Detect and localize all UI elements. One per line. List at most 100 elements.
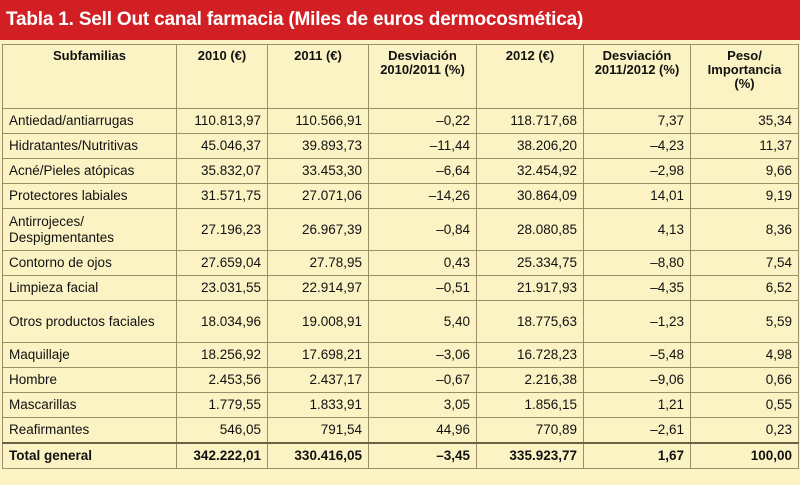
table-cell: –8,80 [583, 250, 691, 276]
total-cell: 330.416,05 [267, 442, 369, 469]
total-cell: –3,45 [368, 442, 477, 469]
table-cell: 16.728,23 [476, 342, 584, 368]
table-row: Protectores labiales 31.571,75 27.071,06… [2, 183, 799, 209]
table-cell: 18.775,63 [476, 300, 584, 343]
table-cell: 4,13 [583, 208, 691, 251]
row-label: Hidratantes/Nutritivas [2, 133, 177, 159]
table-row: Reafirmantes 546,05 791,54 44,96 770,89 … [2, 417, 799, 444]
table-cell: –14,26 [368, 183, 477, 209]
sell-out-table: Subfamilias 2010 (€) 2011 (€) Desviación… [2, 44, 799, 469]
table-cell: 2.216,38 [476, 367, 584, 393]
row-label: Otros productos faciales [2, 300, 177, 343]
table-cell: 39.893,73 [267, 133, 369, 159]
total-cell: 1,67 [583, 442, 691, 469]
table-cell: 8,36 [690, 208, 799, 251]
table-cell: 28.080,85 [476, 208, 584, 251]
table-cell: 18.256,92 [176, 342, 268, 368]
table-cell: 11,37 [690, 133, 799, 159]
table-cell: –0,67 [368, 367, 477, 393]
table-cell: 110.813,97 [176, 108, 268, 134]
column-header: Subfamilias [2, 44, 177, 109]
row-label: Protectores labiales [2, 183, 177, 209]
table-cell: 27.78,95 [267, 250, 369, 276]
table-row: Hombre 2.453,56 2.437,17 –0,67 2.216,38 … [2, 367, 799, 393]
table-cell: 19.008,91 [267, 300, 369, 343]
table-cell: 9,19 [690, 183, 799, 209]
table-cell: –1,23 [583, 300, 691, 343]
total-cell: 335.923,77 [476, 442, 584, 469]
table-cell: 26.967,39 [267, 208, 369, 251]
header-row: Subfamilias 2010 (€) 2011 (€) Desviación… [2, 44, 799, 109]
table-cell: 32.454,92 [476, 158, 584, 184]
row-label: Acné/Pieles atópicas [2, 158, 177, 184]
table-cell: 45.046,37 [176, 133, 268, 159]
table-cell: 27.071,06 [267, 183, 369, 209]
table-cell: 35,34 [690, 108, 799, 134]
table-cell: 110.566,91 [267, 108, 369, 134]
table-title: Tabla 1. Sell Out canal farmacia (Miles … [0, 0, 800, 40]
table-cell: –4,23 [583, 133, 691, 159]
table-cell: 35.832,07 [176, 158, 268, 184]
table-cell: 2.453,56 [176, 367, 268, 393]
table-cell: 23.031,55 [176, 275, 268, 301]
row-label: Mascarillas [2, 392, 177, 418]
column-header: 2010 (€) [176, 44, 268, 109]
table-cell: 21.917,93 [476, 275, 584, 301]
table-cell: 44,96 [368, 417, 477, 444]
column-header-text: Desviación 2010/2011 (%) [380, 48, 465, 77]
table-cell: 0,23 [690, 417, 799, 444]
table-row: Hidratantes/Nutritivas 45.046,37 39.893,… [2, 133, 799, 159]
table-cell: –4,35 [583, 275, 691, 301]
table-cell: 1,21 [583, 392, 691, 418]
table-row: Antirrojeces/ Despigmentantes 27.196,23 … [2, 208, 799, 251]
table-cell: –2,98 [583, 158, 691, 184]
table-row: Acné/Pieles atópicas 35.832,07 33.453,30… [2, 158, 799, 184]
column-header: 2012 (€) [476, 44, 584, 109]
table-cell: 30.864,09 [476, 183, 584, 209]
table-cell: 0,43 [368, 250, 477, 276]
table-cell: 5,40 [368, 300, 477, 343]
table-cell: –6,64 [368, 158, 477, 184]
total-cell: 100,00 [690, 442, 799, 469]
table-cell: 546,05 [176, 417, 268, 444]
table-cell: 7,37 [583, 108, 691, 134]
table-cell: 0,55 [690, 392, 799, 418]
table-cell: 1.856,15 [476, 392, 584, 418]
column-header-text: Subfamilias [53, 48, 126, 63]
table-cell: 38.206,20 [476, 133, 584, 159]
column-header: Desviación 2010/2011 (%) [368, 44, 477, 109]
table-cell: 2.437,17 [267, 367, 369, 393]
row-label: Hombre [2, 367, 177, 393]
row-label: Antiedad/antiarrugas [2, 108, 177, 134]
table-row: Maquillaje 18.256,92 17.698,21 –3,06 16.… [2, 342, 799, 368]
column-header-text: 2010 (€) [197, 48, 247, 63]
table-row: Contorno de ojos 27.659,04 27.78,95 0,43… [2, 250, 799, 276]
table-cell: 18.034,96 [176, 300, 268, 343]
row-label: Reafirmantes [2, 417, 177, 444]
column-header-text: 2012 (€) [505, 48, 555, 63]
column-header: Peso/ Importancia (%) [690, 44, 799, 109]
row-label: Contorno de ojos [2, 250, 177, 276]
table-cell: 4,98 [690, 342, 799, 368]
table-cell: –11,44 [368, 133, 477, 159]
table-cell: 3,05 [368, 392, 477, 418]
table-cell: 5,59 [690, 300, 799, 343]
row-label: Maquillaje [2, 342, 177, 368]
table-cell: –2,61 [583, 417, 691, 444]
total-row: Total general 342.222,01 330.416,05 –3,4… [2, 442, 799, 469]
row-label: Limpieza facial [2, 275, 177, 301]
table-cell: 118.717,68 [476, 108, 584, 134]
table-cell: 17.698,21 [267, 342, 369, 368]
table-cell: 27.659,04 [176, 250, 268, 276]
column-header-text: Peso/ Importancia (%) [707, 48, 782, 91]
table-cell: –9,06 [583, 367, 691, 393]
table-row: Mascarillas 1.779,55 1.833,91 3,05 1.856… [2, 392, 799, 418]
table-row: Limpieza facial 23.031,55 22.914,97 –0,5… [2, 275, 799, 301]
table-cell: 6,52 [690, 275, 799, 301]
table-cell: –0,84 [368, 208, 477, 251]
table-row: Otros productos faciales 18.034,96 19.00… [2, 300, 799, 343]
table-cell: 7,54 [690, 250, 799, 276]
table-cell: 31.571,75 [176, 183, 268, 209]
table-cell: –5,48 [583, 342, 691, 368]
